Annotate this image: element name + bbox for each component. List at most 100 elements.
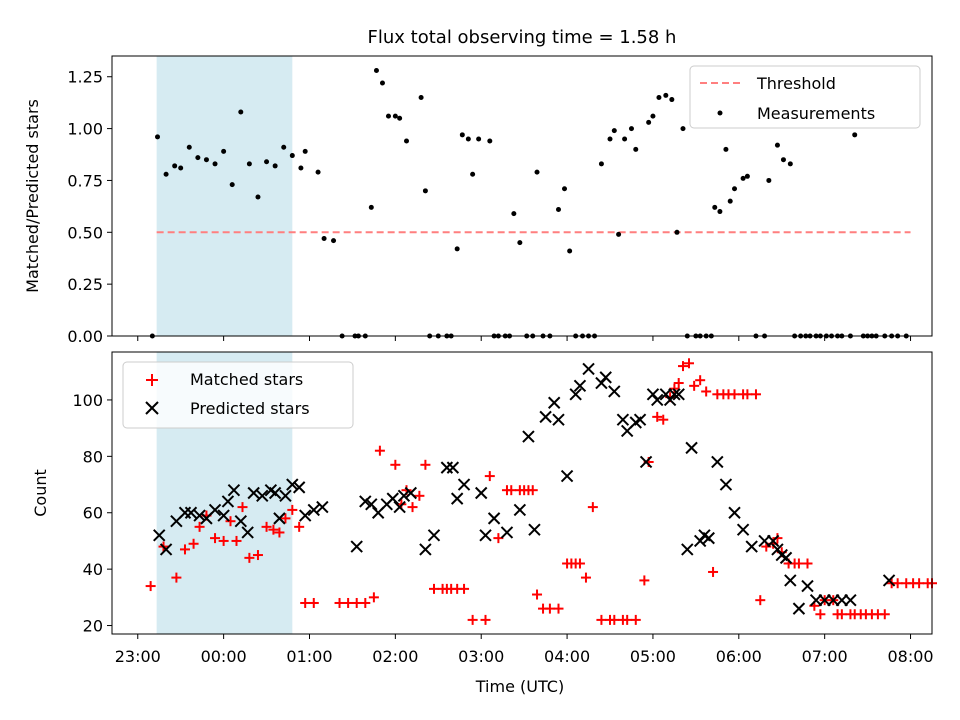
x-tick-label: 05:00 [630,647,676,666]
measurement-point [203,157,209,163]
predicted-point [404,486,418,500]
matched-point [755,595,766,606]
matched-point [261,521,272,532]
measurement-point [454,246,460,252]
measurement-point [663,92,669,98]
matched-point [802,558,813,569]
bottom-legend-frame [122,361,354,429]
measurement-point [397,115,403,121]
measurement-point [622,136,628,142]
matched-point [459,583,470,594]
measurement-point [598,161,604,167]
measurement-point [418,94,424,100]
x-tick-label: 07:00 [802,647,848,666]
matched-point [506,485,517,496]
predicted-point [286,478,299,491]
top-y-tick-label: 0.50 [67,223,103,242]
measurement-point [186,144,192,150]
measurement-point [331,238,337,244]
predicted-point [766,534,780,548]
measurement-point [315,169,321,175]
x-tick-label: 08:00 [887,647,933,666]
top-y-tick-label: 1.00 [67,120,103,139]
legend-matched-label: Matched stars [190,370,303,389]
matched-point [622,614,633,625]
predicted-point [234,514,248,528]
predicted-point [784,574,797,587]
predicted-point [386,492,399,505]
matched-point [420,459,431,470]
bottom-y-tick-label: 80 [83,447,103,466]
matched-point [252,550,263,561]
x-tick-label: 03:00 [458,647,504,666]
matched-point [244,552,255,563]
measurement-point [422,188,428,194]
predicted-point [882,574,896,587]
top-y-tick-label: 1.25 [67,68,103,87]
measurement-point [774,142,780,148]
x-tick-label: 23:00 [115,647,161,666]
legend-threshold-label: Threshold [756,74,836,93]
matched-point [695,375,706,386]
predicted-point [582,362,595,376]
top-shaded-interval [156,56,293,336]
matched-point [677,361,688,372]
bottom-y-ticks: 20 40 60 80 100 [72,391,112,636]
matched-point [544,603,555,614]
measurement-point [787,161,793,167]
x-tick-label: 06:00 [716,647,762,666]
measurement-point [221,148,227,154]
measurement-point [633,146,639,152]
matched-point [729,389,740,400]
matched-point [334,597,345,608]
predicted-point [711,455,724,469]
predicted-point [801,579,814,593]
matched-point [268,524,279,535]
predicted-point [419,543,432,556]
predicted-point [273,512,286,525]
top-y-tick-label: 0.25 [67,275,103,294]
matched-point [210,533,221,544]
measurement-point [712,204,718,210]
predicted-point [184,506,198,519]
predicted-point [446,461,460,474]
matched-point [308,597,319,608]
matched-point [815,609,826,620]
measurement-point [534,169,540,175]
top-y-axis-label: Matched/Predicted stars [23,99,42,293]
predicted-point [479,529,492,542]
matched-point [553,603,564,614]
measurement-point [385,113,391,119]
bottom-y-tick-label: 60 [83,504,103,523]
matched-point [360,597,371,608]
predicted-point [475,486,488,500]
measurement-point [744,173,750,179]
matched-point [609,614,620,625]
matched-point [892,578,903,589]
predicted-point [365,498,378,511]
measurement-point [680,126,686,132]
measurement-point [555,206,561,212]
measurement-point [255,194,261,200]
matched-point [414,490,425,501]
top-axes-frame [111,55,933,337]
predicted-point [633,413,647,426]
measurement-point [302,148,308,154]
measurement-point [562,186,568,192]
predicted-point [193,509,206,522]
matched-point [587,502,598,513]
top-legend-frame [689,65,921,129]
predicted-point [552,413,565,426]
matched-point [300,597,311,608]
matched-point [218,535,229,546]
predicted-point [440,461,454,474]
measurement-point [321,236,327,242]
matched-point [374,445,385,456]
matched-point [480,614,491,625]
legend-measurement-label: Measurements [757,104,875,123]
predicted-point [728,506,741,519]
bottom-axes-frame [111,351,933,635]
predicted-point [307,503,320,517]
matched-point [225,516,236,527]
predicted-point [350,540,363,553]
